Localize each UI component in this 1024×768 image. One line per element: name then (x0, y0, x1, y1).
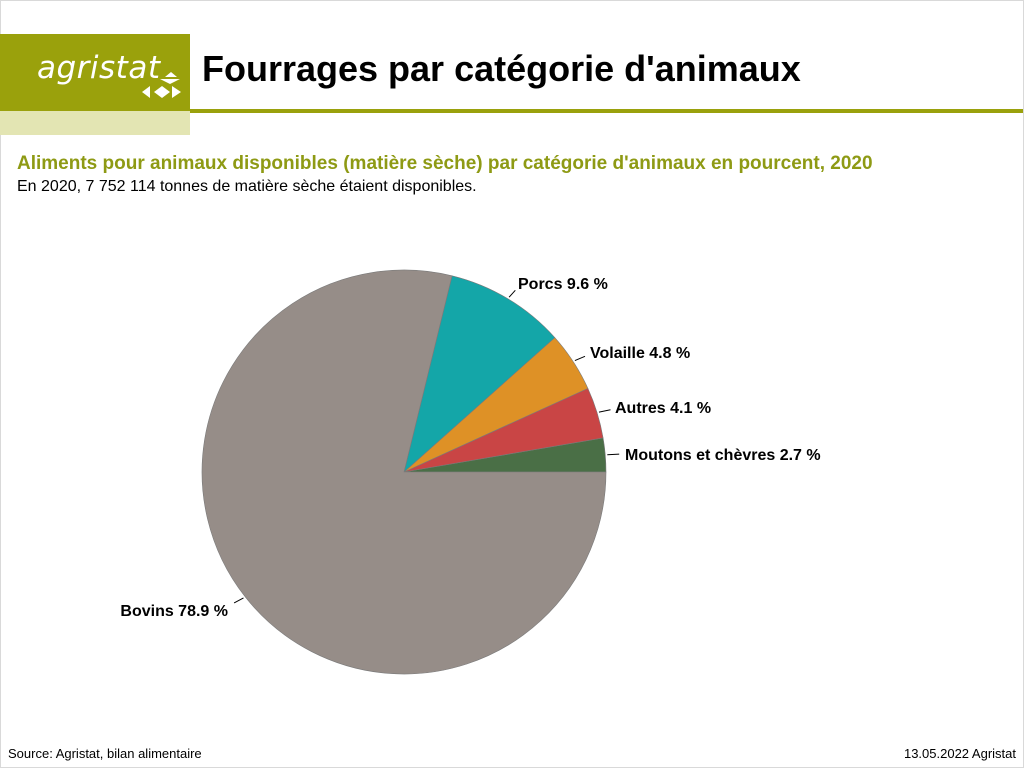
slice-label: Volaille 4.8 % (590, 345, 690, 362)
slice-label: Porcs 9.6 % (518, 276, 608, 293)
source-note: Source: Agristat, bilan alimentaire (8, 746, 202, 761)
pie-slice-bovins (201, 269, 607, 675)
leader-line (508, 289, 516, 298)
slice-label: Autres 4.1 % (615, 400, 711, 417)
logo (0, 34, 190, 111)
chart-subtitle: En 2020, 7 752 114 tonnes de matière sèc… (17, 178, 477, 195)
leader-line (598, 409, 611, 413)
logo-accent-strip (0, 111, 190, 135)
page-title: Fourrages par catégorie d'animaux (202, 48, 801, 89)
pie-slice-porcs (403, 275, 556, 473)
leader-line (233, 597, 244, 604)
chart-title: Aliments pour animaux disponibles (matiè… (17, 153, 873, 174)
slice-label: Moutons et chèvres 2.7 % (625, 447, 821, 464)
logo-text: agristat (37, 50, 161, 86)
footer-date: 13.05.2022 Agristat (903, 746, 1016, 761)
leader-line (607, 453, 620, 456)
leader-line (574, 355, 586, 362)
slice-label: Bovins 78.9 % (120, 603, 228, 620)
title-divider (190, 109, 1023, 113)
logo-diamond-icon (142, 72, 181, 98)
